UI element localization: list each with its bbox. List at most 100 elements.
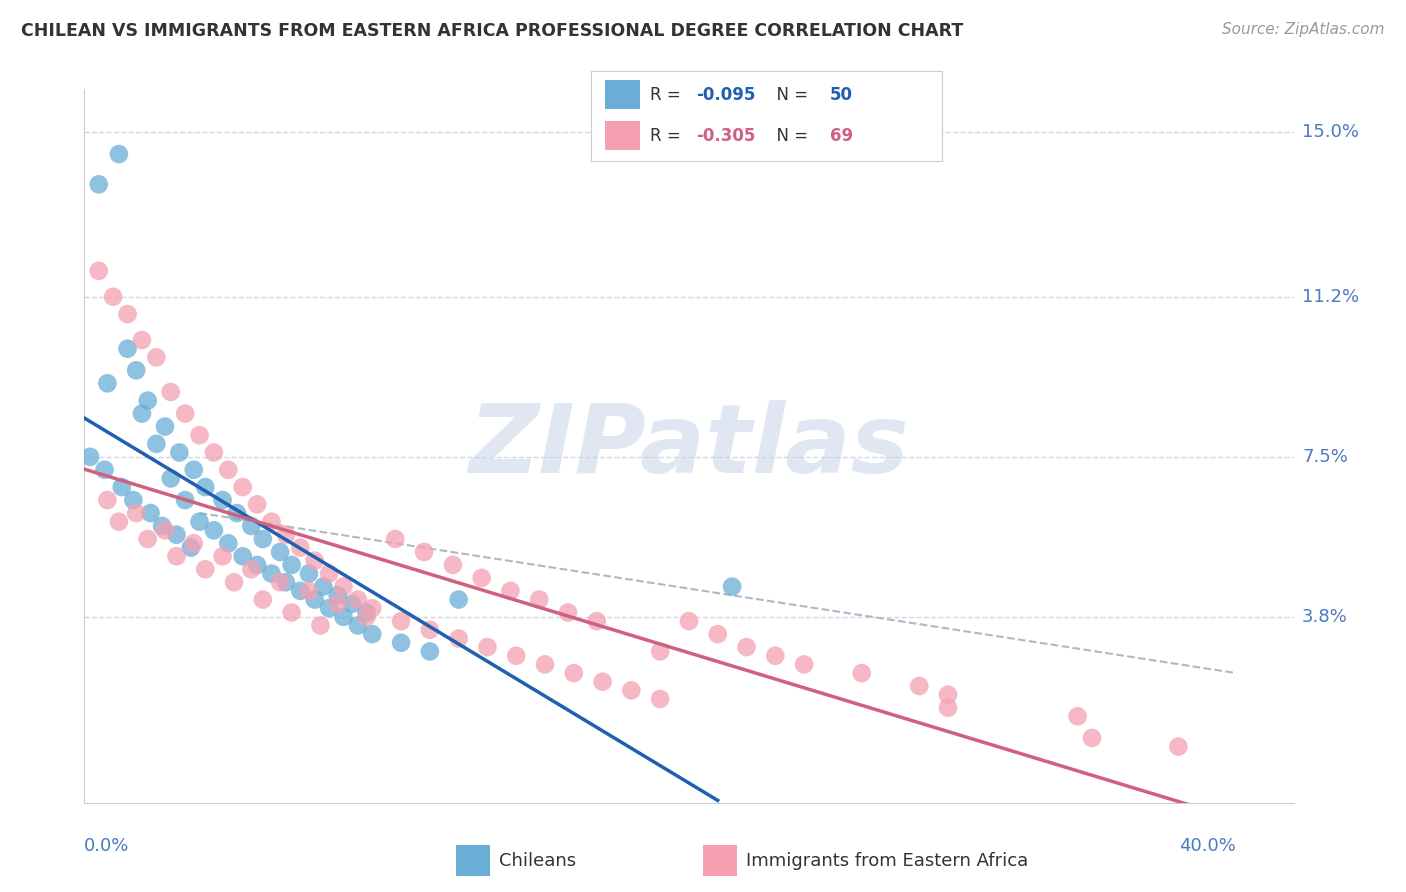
Text: R =: R = (650, 86, 686, 103)
Point (260, 515, 283, 529)
Point (678, 614, 700, 628)
Point (304, 592, 326, 607)
Text: 11.2%: 11.2% (1302, 288, 1360, 306)
Point (389, 614, 412, 628)
Point (280, 606, 302, 620)
Text: 50: 50 (830, 86, 852, 103)
Point (87, 264, 110, 278)
Point (413, 545, 436, 559)
Point (562, 666, 585, 681)
Point (721, 580, 744, 594)
Point (252, 532, 274, 546)
Text: 69: 69 (830, 127, 852, 145)
Point (419, 623, 441, 637)
Point (166, 549, 188, 564)
Point (318, 566, 340, 581)
Point (79, 450, 101, 464)
Point (534, 657, 557, 672)
Point (125, 506, 148, 520)
FancyBboxPatch shape (703, 846, 737, 876)
Text: 15.0%: 15.0% (1302, 123, 1360, 142)
Point (908, 679, 931, 693)
Point (280, 558, 302, 572)
Point (169, 445, 191, 459)
Point (471, 571, 494, 585)
Point (93, 463, 115, 477)
Point (108, 147, 131, 161)
Point (347, 592, 370, 607)
Point (145, 351, 167, 365)
Text: 7.5%: 7.5% (1302, 448, 1348, 466)
Point (356, 610, 378, 624)
Point (851, 666, 873, 681)
Point (650, 644, 672, 658)
Point (298, 583, 321, 598)
Point (125, 363, 148, 377)
Point (145, 437, 167, 451)
Point (159, 471, 181, 485)
Point (361, 627, 384, 641)
Point (274, 527, 297, 541)
Point (131, 407, 153, 421)
Text: -0.305: -0.305 (696, 127, 755, 145)
Point (735, 640, 758, 654)
Point (96, 493, 118, 508)
Point (180, 541, 202, 555)
Point (340, 597, 363, 611)
Text: CHILEAN VS IMMIGRANTS FROM EASTERN AFRICA PROFESSIONAL DEGREE CORRELATION CHART: CHILEAN VS IMMIGRANTS FROM EASTERN AFRIC… (21, 22, 963, 40)
Point (706, 627, 728, 641)
Point (188, 428, 211, 442)
Point (217, 463, 239, 477)
Point (441, 558, 464, 572)
Point (326, 588, 349, 602)
Point (226, 506, 249, 520)
Point (447, 632, 470, 646)
Point (585, 614, 607, 628)
Point (1167, 739, 1189, 754)
Point (356, 606, 378, 620)
Text: R =: R = (650, 127, 686, 145)
Point (222, 575, 245, 590)
Text: 0.0%: 0.0% (84, 838, 129, 855)
Point (232, 549, 254, 564)
Point (557, 606, 579, 620)
Point (166, 527, 188, 541)
Point (529, 592, 551, 607)
Point (936, 688, 959, 702)
Point (101, 290, 124, 304)
Point (136, 532, 159, 546)
Point (232, 480, 254, 494)
Point (111, 480, 134, 494)
Point (150, 519, 173, 533)
Point (936, 700, 959, 714)
Point (211, 549, 233, 564)
Point (326, 597, 349, 611)
Point (298, 566, 321, 581)
Point (419, 644, 441, 658)
Point (87, 178, 110, 192)
Point (174, 493, 197, 508)
Point (505, 648, 527, 663)
Point (269, 575, 291, 590)
Point (1066, 709, 1088, 723)
Point (117, 342, 139, 356)
Point (117, 307, 139, 321)
Point (499, 583, 522, 598)
Point (290, 583, 312, 598)
Point (188, 515, 211, 529)
Point (96, 376, 118, 391)
Point (202, 524, 225, 538)
FancyBboxPatch shape (605, 121, 640, 150)
Point (447, 592, 470, 607)
Point (122, 493, 145, 508)
Point (763, 648, 786, 663)
Point (477, 640, 499, 654)
FancyBboxPatch shape (456, 846, 489, 876)
Point (217, 536, 239, 550)
Point (183, 536, 205, 550)
Text: Source: ZipAtlas.com: Source: ZipAtlas.com (1222, 22, 1385, 37)
Point (194, 480, 217, 494)
Point (183, 463, 205, 477)
Point (153, 524, 176, 538)
Point (131, 333, 153, 347)
